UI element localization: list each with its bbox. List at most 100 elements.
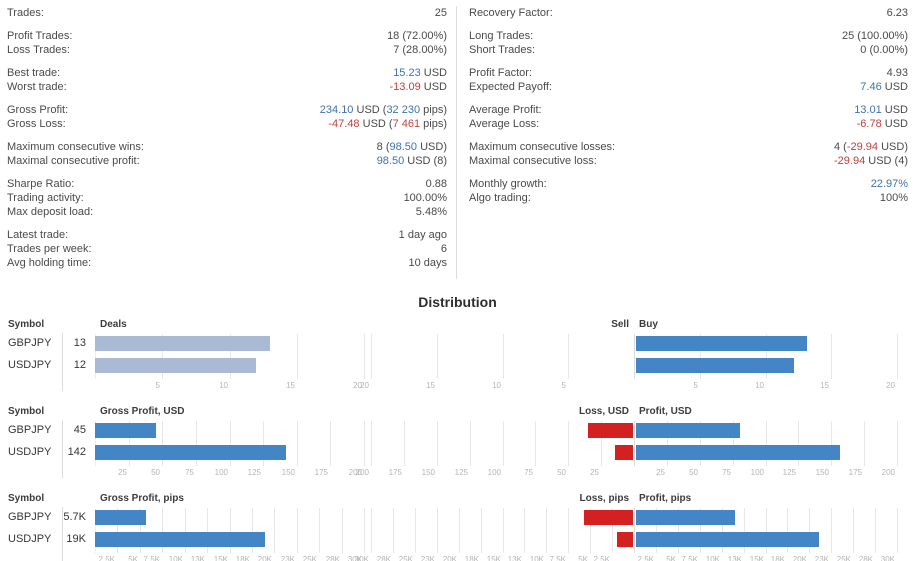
stat-value-segment: 18 (72.00%) xyxy=(387,30,447,42)
gridline xyxy=(371,508,372,553)
stat-value: 8 (98.50 USD) xyxy=(377,140,447,154)
stat-value-segment: 10 days xyxy=(408,257,447,269)
axis-tick-label: 5 xyxy=(155,381,160,390)
stat-value-segment: -29.94 xyxy=(846,141,879,153)
stat-row: Trades: 25 xyxy=(7,6,447,20)
stat-row: Algo trading: 100% xyxy=(469,191,908,205)
stat-value: 25 (100.00%) xyxy=(842,29,908,43)
stat-value: 13.01 USD xyxy=(854,103,908,117)
stat-label: Trades per week: xyxy=(7,243,92,255)
stat-row: Best trade: 15.23 USD xyxy=(7,66,447,80)
gridline xyxy=(117,508,118,553)
stat-value-segment: 98.50 xyxy=(376,155,405,167)
stat-label: Long Trades: xyxy=(469,30,534,42)
axis-tick-label: 7.5K xyxy=(143,555,160,561)
bar-pips-gbpjpy-loss xyxy=(584,510,633,525)
stat-value-segment: USD ( xyxy=(353,104,387,116)
gridline xyxy=(274,508,275,553)
gridline xyxy=(162,508,163,553)
stat-label: Latest trade: xyxy=(7,229,69,241)
stat-value: 7.46 USD xyxy=(860,80,908,94)
axis-tick-label: 175 xyxy=(848,468,862,477)
stat-value-segment: 32 230 xyxy=(386,104,421,116)
stat-value-segment: 100% xyxy=(879,192,908,204)
axis-tick-label: 15K xyxy=(749,555,764,561)
stat-group: Profit Trades: 18 (72.00%) Loss Trades: 7 (… xyxy=(7,29,447,57)
stat-value: 6 xyxy=(441,242,447,256)
stat-row: Max deposit load: 5.48% xyxy=(7,205,447,219)
chart-row-value: 13 xyxy=(73,337,86,349)
gridline xyxy=(503,334,504,379)
stat-label: Trades: xyxy=(7,7,44,19)
axis-tick-label: 7.5K xyxy=(681,555,698,561)
axis-tick-label: 150 xyxy=(815,468,829,477)
stat-value: 5.48% xyxy=(416,205,447,219)
gridline xyxy=(568,508,569,553)
gridline xyxy=(371,421,372,466)
axis-tick-label: 10 xyxy=(219,381,228,390)
stat-value-segment: 4 ( xyxy=(834,141,847,153)
stat-group: Monthly growth: 22.97% Algo trading: 100% xyxy=(469,177,908,205)
distribution-section-pips: Symbol Gross Profit, pips Loss, pips Profit… xyxy=(0,493,915,561)
stat-row: Short Trades: 0 (0.00%) xyxy=(469,43,908,57)
axis-tick-label: 175 xyxy=(388,468,402,477)
axis-tick-label: 200 xyxy=(355,468,369,477)
gridline xyxy=(700,334,701,379)
symbol-value-separator xyxy=(62,420,63,478)
axis-tick-label: 25 xyxy=(118,468,127,477)
gridline xyxy=(601,421,602,466)
chart-row-value: 142 xyxy=(67,446,86,458)
gridline xyxy=(503,508,504,553)
axis-tick-label: 175 xyxy=(314,468,328,477)
bar-usd-gbpjpy-loss xyxy=(588,423,633,438)
axis-tick-label: 50 xyxy=(557,468,566,477)
gridline xyxy=(330,421,331,466)
stat-label: Average Profit: xyxy=(469,104,542,116)
gridline xyxy=(207,508,208,553)
stat-row: Average Profit: 13.01 USD xyxy=(469,103,908,117)
stat-row: Maximal consecutive profit: 98.50 USD (8) xyxy=(7,154,447,168)
stat-value-segment: USD) xyxy=(417,141,447,153)
stat-value-segment: USD xyxy=(881,81,908,93)
stat-row: Latest trade: 1 day ago xyxy=(7,228,447,242)
axis-tick-label: 23K xyxy=(280,555,295,561)
stat-row: Profit Trades: 18 (72.00%) xyxy=(7,29,447,43)
left-axis-zero-line xyxy=(95,508,96,553)
bar-deals-gbpjpy-profit xyxy=(636,336,807,351)
stat-row: Average Loss: -6.78 USD xyxy=(469,117,908,131)
stat-row: Maximal consecutive loss: -29.94 USD (4) xyxy=(469,154,908,168)
gridline xyxy=(853,508,854,553)
stat-row: Maximum consecutive losses: 4 (-29.94 USD… xyxy=(469,140,908,154)
axis-tick-label: 150 xyxy=(421,468,435,477)
stat-label: Maximum consecutive wins: xyxy=(7,141,144,153)
axis-tick-label: 5 xyxy=(693,381,698,390)
stat-value: 7 (28.00%) xyxy=(393,43,447,57)
gridline xyxy=(722,508,723,553)
sell-buy-divider xyxy=(634,421,635,466)
stat-value: 98.50 USD (8) xyxy=(377,154,447,168)
stat-label: Expected Payoff: xyxy=(469,81,552,93)
gridline xyxy=(185,508,186,553)
axis-tick-label: 200 xyxy=(348,468,362,477)
gridline xyxy=(437,508,438,553)
stat-value-segment: 5.48% xyxy=(415,206,447,218)
chart-row-symbol: GBPJPY xyxy=(8,424,52,436)
stat-value-segment: -29.94 xyxy=(834,155,866,167)
gridline xyxy=(766,334,767,379)
stat-value-segment: pips) xyxy=(420,104,447,116)
stat-value: 100.00% xyxy=(404,191,447,205)
gridline xyxy=(230,508,231,553)
gridline xyxy=(766,508,767,553)
axis-tick-label: 15 xyxy=(820,381,829,390)
stats-panel: Trades: 25 Profit Trades: 18 (72.00%) Loss T… xyxy=(0,0,915,279)
distribution-charts: Symbol Deals Sell Buy 5 5 5 10 10 10 15 15 15 20 20 20 G… xyxy=(0,319,915,561)
stat-label: Loss Trades: xyxy=(7,44,70,56)
stat-value: 25 xyxy=(435,6,447,20)
gridline xyxy=(230,334,231,379)
axis-tick-label: 15K xyxy=(486,555,501,561)
chart-row-value: 12 xyxy=(73,359,86,371)
axis-tick-label: 25K xyxy=(398,555,413,561)
stat-label: Gross Profit: xyxy=(7,104,69,116)
stat-value: 0 (0.00%) xyxy=(860,43,908,57)
stat-value-segment: 98.50 xyxy=(389,141,418,153)
